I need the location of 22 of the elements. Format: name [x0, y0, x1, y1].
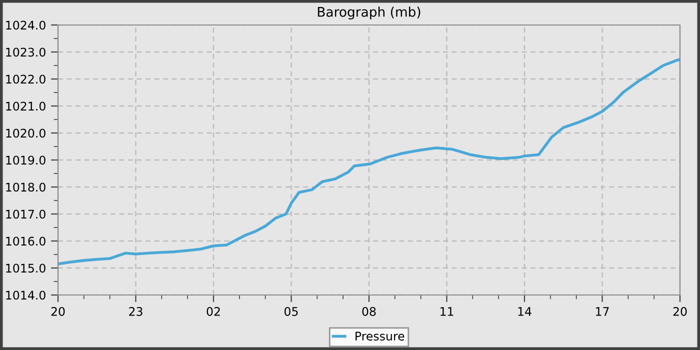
x-tick-label: 14	[518, 307, 532, 316]
legend-label: Pressure	[356, 332, 404, 341]
x-tick-label: 20	[673, 307, 687, 316]
y-tick-label: 1024.0	[6, 20, 46, 30]
x-tick-label: 23	[129, 307, 142, 316]
y-tick-label: 1015.0	[6, 264, 46, 273]
x-tick-label: 05	[284, 307, 298, 316]
y-tick-label: 1018.0	[6, 182, 46, 192]
x-tick-label: 20	[51, 307, 65, 316]
y-tick-label: 1017.0	[6, 210, 46, 219]
y-tick-label: 1016.0	[6, 236, 46, 246]
x-tick-label: 08	[362, 307, 376, 316]
y-tick-label: 1021.0	[6, 102, 46, 111]
chart-title: Barograph (mb)	[318, 6, 420, 20]
y-tick-label: 1014.0	[6, 290, 46, 300]
x-tick-label: 17	[596, 307, 609, 316]
x-tick-label: 02	[206, 307, 220, 316]
y-tick-label: 1023.0	[6, 48, 46, 57]
y-tick-label: 1022.0	[6, 74, 46, 84]
y-tick-label: 1019.0	[6, 156, 46, 165]
y-tick-label: 1020.0	[6, 128, 46, 138]
x-tick-label: 11	[440, 307, 454, 316]
